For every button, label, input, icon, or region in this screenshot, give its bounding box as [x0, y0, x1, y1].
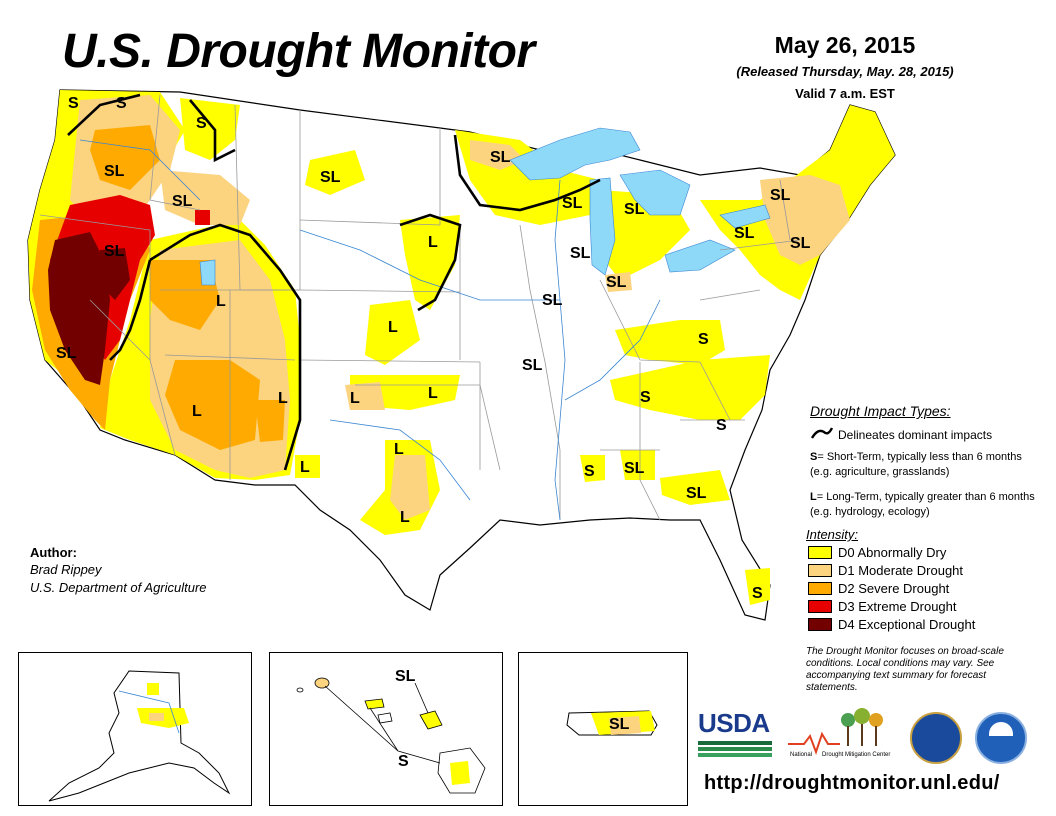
alaska-inset [18, 652, 252, 806]
noaa-logo [975, 712, 1027, 764]
legend-d3: D3 Extreme Drought [808, 598, 957, 614]
website-url[interactable]: http://droughtmonitor.unl.edu/ [704, 772, 1000, 794]
long-term-symbol: L [810, 491, 817, 503]
great-lakes [199, 127, 771, 286]
map-label: SL [522, 357, 543, 374]
author-org: U.S. Department of Agriculture [30, 580, 207, 595]
map-label: SL [624, 460, 645, 477]
usda-logo: USDA [698, 708, 772, 762]
ndmc-pulse-line [788, 731, 840, 755]
map-label: L [278, 390, 288, 407]
map-label: SL [562, 195, 583, 212]
map-label: L [192, 403, 202, 420]
map-label: S [640, 389, 651, 406]
map-label: L [400, 509, 410, 526]
map-label: S [752, 585, 763, 602]
map-label: L [428, 385, 438, 402]
map-label: S [116, 95, 127, 112]
map-label: SL [606, 274, 627, 291]
state-boundaries [39, 94, 801, 521]
impact-types-title: Drought Impact Types: [810, 403, 951, 419]
hawaii-inset: SL S [269, 652, 503, 806]
ndmc-name-line1: National [790, 752, 812, 758]
author-name: Brad Rippey [30, 562, 102, 577]
disclaimer-note: The Drought Monitor focuses on broad-sca… [806, 646, 1004, 693]
map-label: SL [686, 485, 707, 502]
map-label: S [698, 331, 709, 348]
legend-label: D1 Moderate Drought [838, 562, 964, 578]
legend-swatch [808, 581, 832, 595]
map-label: L [428, 234, 438, 251]
d4-exceptional-drought-areas [48, 232, 130, 385]
legend-swatch [808, 563, 832, 577]
usda-logo-text: USDA [698, 708, 770, 738]
map-label: L [216, 293, 226, 310]
map-label: S [68, 95, 79, 112]
map-label: S [716, 417, 727, 434]
map-label: SL [320, 169, 341, 186]
short-term-legend: S= Short-Term, typically less than 6 mon… [810, 450, 1040, 480]
map-label: SL [624, 201, 645, 218]
hawaii-label: SL [395, 668, 416, 685]
map-label: SL [104, 243, 125, 260]
author-heading: Author: [30, 545, 77, 560]
rivers [79, 139, 661, 521]
ndmc-name-line2: Drought Mitigation Center [822, 752, 890, 758]
legend-swatch [808, 599, 832, 613]
map-label: L [350, 390, 360, 407]
legend-swatch [808, 545, 832, 559]
map-label: SL [770, 187, 791, 204]
release-date: (Released Thursday, May. 28, 2015) [736, 64, 954, 79]
legend-d4: D4 Exceptional Drought [808, 616, 975, 632]
legend-swatch [808, 617, 832, 631]
delineation-text: Delineates dominant impacts [838, 428, 993, 442]
legend-label: D2 Severe Drought [838, 580, 950, 596]
map-label: SL [542, 292, 563, 309]
map-label: SL [734, 225, 755, 242]
long-term-text: = Long-Term, typically greater than 6 mo… [810, 491, 1035, 518]
intensity-title: Intensity: [806, 527, 859, 542]
map-label: L [300, 459, 310, 476]
valid-time: Valid 7 a.m. EST [795, 86, 895, 101]
map-label: S [584, 463, 595, 480]
legend-d0: D0 Abnormally Dry [808, 544, 946, 560]
legend-label: D0 Abnormally Dry [838, 544, 947, 560]
map-label: L [388, 319, 398, 336]
map-title: U.S. Drought Monitor [62, 25, 535, 78]
map-label: L [394, 441, 404, 458]
map-label: SL [172, 193, 193, 210]
map-labels: S S S SL SL SL SL SL L L L L L L L L L S… [56, 95, 811, 602]
map-label: SL [570, 245, 591, 262]
map-label: SL [490, 149, 511, 166]
alaska-land [48, 670, 231, 802]
puerto-rico-label: SL [609, 716, 630, 733]
long-term-legend: L= Long-Term, typically greater than 6 m… [810, 490, 1040, 520]
legend-label: D4 Exceptional Drought [838, 616, 976, 632]
ndmc-logo: National Drought Mitigation Center [788, 708, 890, 758]
short-term-symbol: S [810, 451, 818, 463]
map-label: SL [790, 235, 811, 252]
map-label: SL [56, 345, 77, 362]
map-label: S [196, 115, 207, 132]
commerce-seal [910, 712, 962, 764]
map-date: May 26, 2015 [774, 32, 916, 58]
noaa-bird-icon [989, 722, 1013, 736]
legend-d2: D2 Severe Drought [808, 580, 949, 596]
hawaii-label: S [398, 753, 409, 770]
map-label: SL [104, 163, 125, 180]
puerto-rico-inset: SL [518, 652, 688, 806]
short-term-text: = Short-Term, typically less than 6 mont… [810, 451, 1022, 478]
legend-label: D3 Extreme Drought [838, 598, 957, 614]
legend-d1: D1 Moderate Drought [808, 562, 963, 578]
impact-delineation-lines [67, 93, 601, 471]
delineation-line-symbol [810, 427, 834, 439]
